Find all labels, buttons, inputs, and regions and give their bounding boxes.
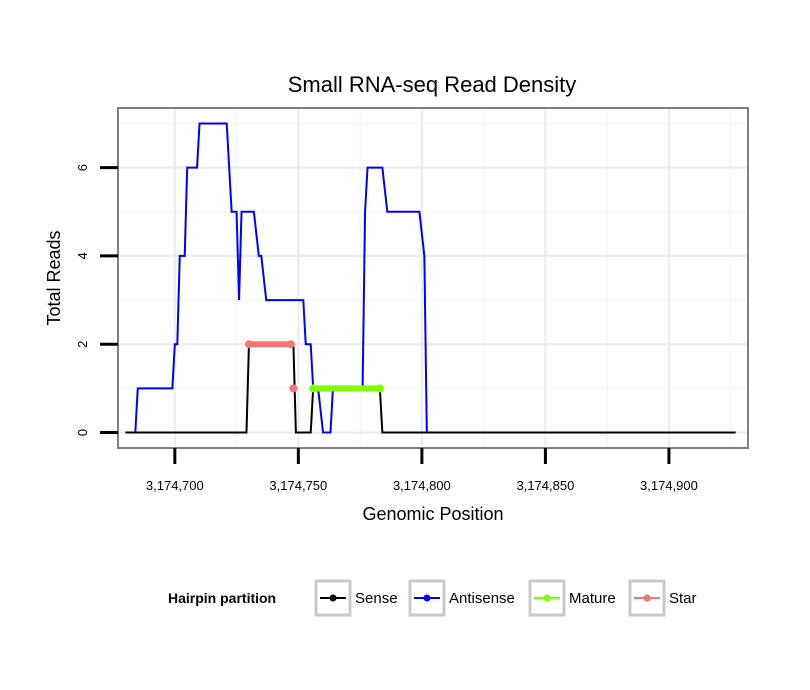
y-tick-label: 4 — [75, 252, 90, 259]
plot-frame — [117, 107, 749, 449]
x-tick-label: 3,174,750 — [269, 478, 327, 493]
legend-title: Hairpin partition — [168, 590, 276, 606]
legend-entries: Sense Antisense Mature Star — [314, 579, 697, 617]
series-star-point — [244, 340, 253, 349]
series-layer — [125, 122, 736, 434]
y-tick-label: 2 — [75, 341, 90, 348]
plot-background — [118, 108, 748, 448]
legend-item-mature: Mature — [528, 579, 616, 617]
legend-key-point — [543, 594, 551, 602]
series-sense-line — [125, 343, 736, 434]
grid-lines — [118, 108, 748, 448]
x-tick-label: 3,174,800 — [393, 478, 451, 493]
legend-label: Mature — [569, 590, 616, 607]
x-axis: 3,174,700 3,174,750 3,174,800 3,174,850 3,17… — [146, 448, 698, 493]
legend-key-point — [329, 594, 337, 602]
x-tick-label: 3,174,850 — [516, 478, 574, 493]
legend-label: Antisense — [449, 590, 515, 607]
legend: Hairpin partition Sense Antisense Mature St… — [168, 579, 697, 617]
legend-item-star: Star — [628, 579, 697, 617]
y-tick-label: 0 — [75, 429, 90, 436]
y-axis: 0 2 4 6 — [75, 164, 118, 436]
y-axis-title: Total Reads — [44, 230, 64, 325]
legend-item-sense: Sense — [314, 579, 398, 617]
x-axis-title: Genomic Position — [362, 504, 503, 524]
x-tick-label: 3,174,700 — [146, 478, 204, 493]
chart-title: Small RNA-seq Read Density — [288, 72, 577, 97]
series-mature-point — [375, 384, 384, 393]
series-antisense-line — [134, 122, 428, 434]
legend-label: Sense — [355, 590, 398, 607]
y-tick-label: 6 — [75, 164, 90, 171]
x-tick-label: 3,174,900 — [640, 478, 698, 493]
legend-key-point — [423, 594, 431, 602]
legend-label: Star — [669, 590, 697, 607]
legend-item-antisense: Antisense — [408, 579, 515, 617]
legend-key-point — [643, 594, 651, 602]
series-star-point — [289, 384, 298, 393]
series-mature-point — [309, 384, 318, 393]
series-star-point — [286, 340, 295, 349]
